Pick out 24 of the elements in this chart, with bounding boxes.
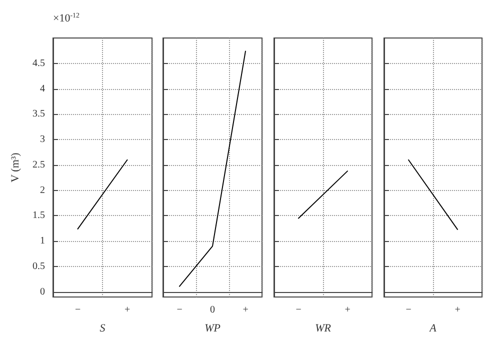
y-tick-label: 2.5 <box>32 159 45 170</box>
x-axis-title: WP <box>204 322 221 334</box>
y-tick-label: 3.5 <box>32 108 45 120</box>
y-tick-label: 0 <box>40 286 45 298</box>
x-tick-label: + <box>124 304 130 316</box>
y-tick-label: 3 <box>40 134 45 146</box>
x-tick-label: − <box>296 304 302 316</box>
x-tick-label: 0 <box>210 304 215 316</box>
x-tick-label: − <box>176 304 183 316</box>
x-axis-title: S <box>100 322 106 334</box>
y-axis-title: V (m³) <box>10 152 22 182</box>
x-tick-label: + <box>454 304 461 316</box>
y-tick-label: 4.5 <box>32 58 45 69</box>
y-tick-label: 0.5 <box>32 261 45 272</box>
y-tick-label: 1 <box>40 236 45 247</box>
y-tick-label: 4 <box>40 83 45 94</box>
y-tick-label: 1.5 <box>32 210 45 222</box>
x-axis-title: A <box>428 322 437 334</box>
x-tick-label: − <box>74 304 81 316</box>
x-tick-label: + <box>242 304 249 316</box>
x-tick-label: + <box>344 304 351 316</box>
x-axis-title: WR <box>315 322 332 334</box>
x-tick-label: − <box>406 304 412 316</box>
y-tick-label: 2 <box>40 184 45 196</box>
